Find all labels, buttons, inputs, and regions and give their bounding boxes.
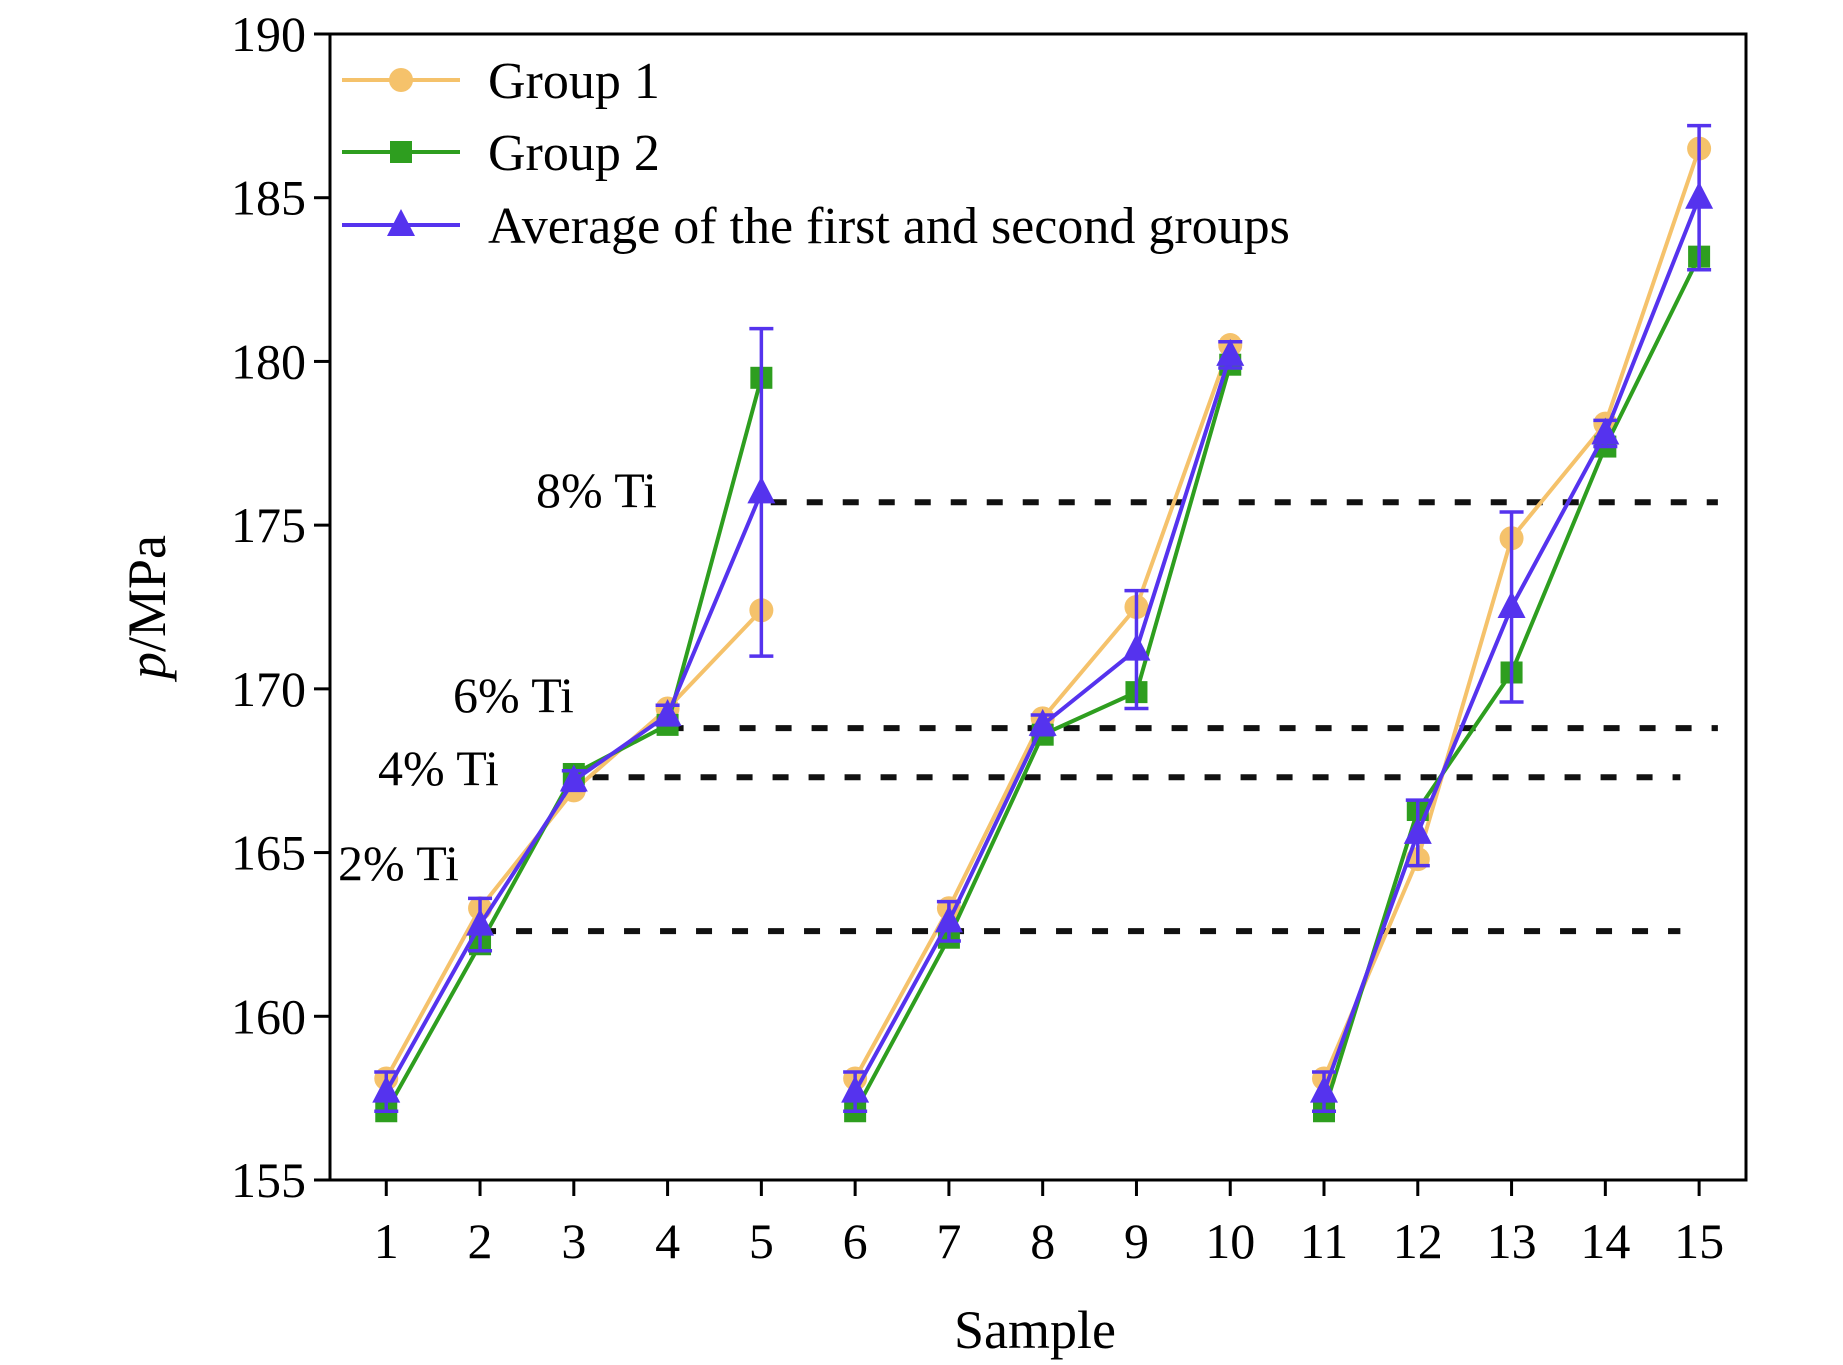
legend-label-3: Average of the first and second groups xyxy=(488,198,1290,255)
series-3-point-9 xyxy=(1122,633,1151,661)
series-3 xyxy=(372,123,1714,1113)
annotation-label-2: 4% Ti xyxy=(378,740,499,796)
annotation-label-1: 2% Ti xyxy=(338,835,459,891)
y-axis-label-unit: /MPa xyxy=(117,535,177,652)
annotations: 2% Ti 4% Ti 6% Ti 8% Ti xyxy=(338,462,657,891)
legend-item-2: Group 2 xyxy=(342,125,660,182)
legend-label-2: Group 2 xyxy=(488,125,660,182)
series-3-point-5 xyxy=(747,476,776,504)
legend-label-1: Group 1 xyxy=(488,53,660,110)
series-3-point-4 xyxy=(653,699,682,727)
y-tick-label-175: 175 xyxy=(231,497,306,553)
x-tick-label-10: 10 xyxy=(1205,1213,1255,1269)
series-3-point-6 xyxy=(841,1075,870,1103)
series-3-point-15 xyxy=(1685,181,1714,209)
series-3-point-11 xyxy=(1310,1075,1339,1103)
y-tick-label-190: 190 xyxy=(231,6,306,62)
y-tick-label-180: 180 xyxy=(231,333,306,389)
x-tick-label-14: 14 xyxy=(1580,1213,1630,1269)
series-3-point-13 xyxy=(1497,591,1526,618)
x-axis-label: Sample xyxy=(954,1300,1116,1360)
series-3-point-3 xyxy=(559,764,588,792)
legend-swatch-marker-3 xyxy=(387,209,415,236)
series-3-point-12 xyxy=(1403,816,1432,844)
series-layer xyxy=(372,123,1714,1123)
x-tick-label-15: 15 xyxy=(1674,1213,1724,1269)
series-3-point-14 xyxy=(1591,417,1620,445)
reference-lines xyxy=(480,499,1718,935)
y-tick-label-160: 160 xyxy=(231,988,306,1044)
legend-item-3: Average of the first and second groups xyxy=(342,198,1290,255)
plot-frame xyxy=(328,32,1748,1182)
legend: Group 1 Group 2 Average of the first and s… xyxy=(342,53,1290,255)
legend-swatch-marker-2 xyxy=(390,141,412,163)
y-tick-label-155: 155 xyxy=(231,1152,306,1208)
x-tick-label-8: 8 xyxy=(1030,1213,1055,1269)
x-tick-label-4: 4 xyxy=(655,1213,680,1269)
x-tick-label-6: 6 xyxy=(843,1213,868,1269)
y-tick-label-170: 170 xyxy=(231,661,306,717)
y-axis-label-italic: p xyxy=(117,652,177,683)
x-tick-label-11: 11 xyxy=(1300,1213,1348,1269)
x-tick-label-5: 5 xyxy=(749,1213,774,1269)
series-3-point-8 xyxy=(1028,708,1057,736)
x-tick-label-12: 12 xyxy=(1393,1213,1443,1269)
annotation-label-4: 8% Ti xyxy=(536,462,657,518)
x-tick-label-1: 1 xyxy=(374,1213,399,1269)
x-tick-label-9: 9 xyxy=(1124,1213,1149,1269)
series-3-point-1 xyxy=(372,1075,401,1103)
y-axis-label: p/MPa xyxy=(117,535,177,683)
series-3-point-10 xyxy=(1216,338,1245,366)
x-tick-label-13: 13 xyxy=(1487,1213,1537,1269)
y-tick-label-165: 165 xyxy=(231,825,306,881)
legend-swatch-marker-1 xyxy=(389,68,413,92)
x-tick-label-2: 2 xyxy=(468,1213,493,1269)
series-3-point-7 xyxy=(934,905,963,933)
x-tick-label-7: 7 xyxy=(936,1213,961,1269)
axis-ticks: 1 2 3 4 5 6 7 8 9 10 11 12 13 14 151551601651701751801… xyxy=(231,6,1724,1269)
annotation-label-3: 6% Ti xyxy=(453,667,574,723)
series-3-point-2 xyxy=(466,908,495,936)
legend-item-1: Group 1 xyxy=(342,53,660,110)
x-tick-label-3: 3 xyxy=(561,1213,586,1269)
y-tick-label-185: 185 xyxy=(231,170,306,226)
